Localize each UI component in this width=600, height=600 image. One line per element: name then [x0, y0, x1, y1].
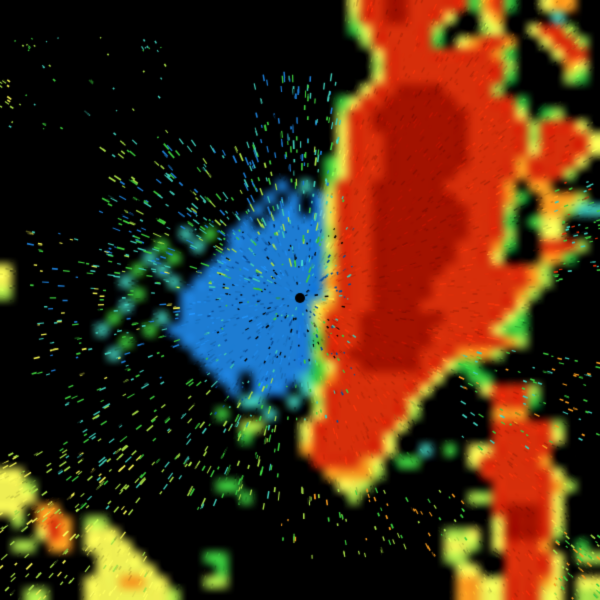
- radar-reflectivity-canvas: [0, 0, 600, 600]
- radar-display: [0, 0, 600, 600]
